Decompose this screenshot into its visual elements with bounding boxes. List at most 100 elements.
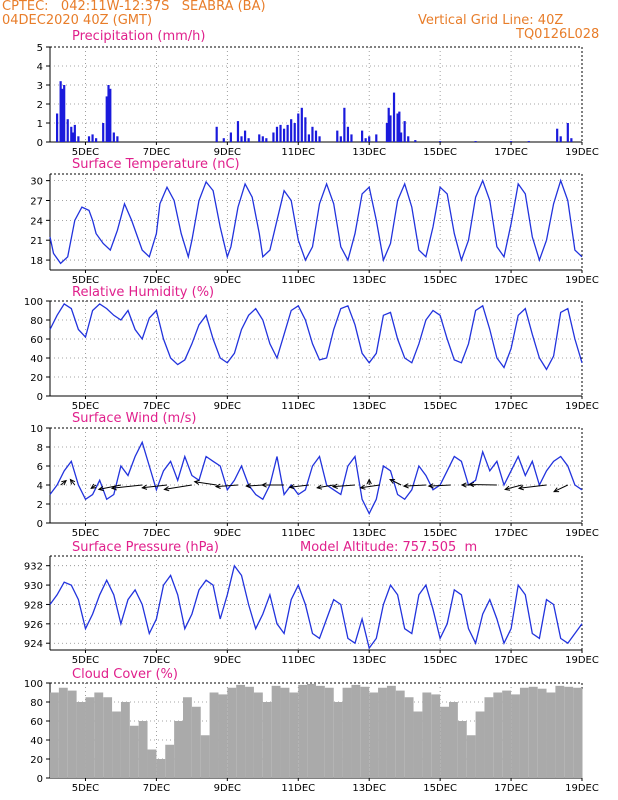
wind-x-tick-label: 17DEC	[494, 528, 528, 539]
wind-vector-head	[517, 485, 524, 491]
precip-bar	[243, 130, 247, 142]
precip-bar	[570, 138, 573, 142]
wind-vector-shaft	[332, 484, 356, 488]
cloud-cover-y-tick-label: 80	[30, 698, 43, 709]
wind-vector	[90, 483, 97, 489]
precip-bar	[474, 141, 477, 142]
wind-vector-head	[389, 478, 396, 484]
humidity-x-tick-label: 17DEC	[494, 401, 528, 412]
temperature-x-tick-label: 7DEC	[143, 275, 170, 286]
cloud-cover-bar	[333, 702, 343, 778]
cloud-cover-bar	[413, 711, 423, 778]
cloud-cover-bar	[342, 687, 352, 778]
wind-vector-shaft	[246, 484, 263, 487]
wind-vector-head	[288, 484, 295, 490]
wind-vector-head	[316, 484, 323, 490]
precip-bar	[77, 136, 80, 142]
cloud-cover-x-tick-label: 5DEC	[72, 783, 99, 794]
precip-bar	[229, 132, 232, 142]
cloud-cover-bar	[316, 685, 325, 778]
precip-bar	[318, 136, 321, 142]
wind-vector	[402, 483, 426, 489]
precip-bar	[346, 126, 350, 142]
cloud-cover-bar	[466, 735, 476, 778]
temperature-x-tick-label: 17DEC	[494, 275, 528, 286]
precip-x-tick-label: 9DEC	[214, 147, 241, 158]
wind-vector-shaft	[518, 484, 547, 489]
precip-x-tick-label: 7DEC	[143, 147, 170, 158]
wind-vector-shaft	[111, 484, 143, 489]
precip-y-tick-label: 0	[37, 138, 43, 149]
grid-note-header: Vertical Grid Line: 40Z	[418, 13, 564, 28]
cloud-cover-bar	[174, 721, 183, 778]
humidity-x-tick-label: 15DEC	[423, 401, 457, 412]
cloud-cover-y-tick-label: 60	[30, 717, 43, 728]
precip-bar	[73, 124, 76, 142]
precip-bar	[297, 113, 300, 142]
wind-vector	[110, 484, 143, 491]
wind-vector	[553, 484, 569, 493]
precip-bar	[222, 138, 225, 142]
precip-bar	[247, 138, 250, 142]
pressure-y-tick-label: 924	[24, 639, 43, 650]
cloud-cover-x-tick-label: 19DEC	[565, 783, 599, 794]
wind-vector-head	[97, 485, 104, 492]
cloud-cover-bar	[511, 694, 520, 778]
wind-vector	[163, 484, 192, 492]
pressure-x-tick-label: 9DEC	[214, 655, 241, 666]
wind-vector	[260, 482, 285, 488]
wind-vector-head	[402, 483, 409, 489]
wind-vector-shaft	[289, 484, 309, 488]
wind-vector-head	[260, 482, 267, 488]
wind-vector	[288, 484, 309, 490]
pressure-series-line	[49, 564, 583, 650]
precip-bar	[107, 85, 110, 142]
cloud-cover-bar	[386, 685, 396, 778]
wind-vector-shaft	[215, 484, 239, 488]
wind-vector-head	[245, 483, 252, 489]
cloud-cover-bar	[67, 690, 77, 778]
cloud-cover-bar	[289, 692, 299, 778]
wind-x-tick-label: 7DEC	[143, 528, 170, 539]
cloud-cover-title: Cloud Cover (%)	[72, 667, 178, 682]
cloud-cover-bar	[156, 759, 166, 778]
precip-bar	[91, 134, 94, 142]
cloud-cover-bar	[298, 684, 308, 778]
precip-bar	[282, 128, 286, 142]
cloud-cover-bar	[50, 692, 59, 778]
precip-bar	[343, 107, 346, 142]
cloud-cover-bar	[378, 687, 387, 778]
precip-bar	[439, 141, 442, 142]
precip-bar	[311, 126, 314, 142]
humidity-y-tick-label: 60	[30, 335, 43, 346]
pressure-x-tick-label: 19DEC	[565, 655, 599, 666]
precip-bar	[307, 134, 311, 142]
cloud-cover-bar	[245, 686, 254, 778]
cloud-cover-panel: 5DEC 7DEC 9DEC 11DEC 13DEC 15DEC 17DEC 19DEC 0 20…	[24, 679, 599, 794]
pressure-panel: 5DEC 7DEC 9DEC 11DEC 13DEC 15DEC 17DEC 19DEC 924…	[24, 555, 599, 666]
wind-vector-shaft	[553, 484, 569, 493]
wind-vector-head	[61, 479, 67, 486]
humidity-x-tick-label: 7DEC	[143, 401, 170, 412]
precip-bar	[350, 134, 353, 142]
wind-frame	[49, 427, 583, 524]
pressure-y-tick-label: 932	[24, 562, 43, 573]
precip-bar	[286, 124, 289, 142]
precip-bar	[509, 141, 513, 142]
precip-bar	[116, 136, 119, 142]
cloud-cover-bar	[528, 686, 538, 778]
precip-x-tick-label: 15DEC	[423, 147, 457, 158]
precip-bar	[336, 130, 339, 142]
cloud-cover-bar	[493, 692, 503, 778]
cloud-cover-y-tick-label: 40	[30, 736, 43, 747]
cloud-cover-bar	[555, 685, 565, 778]
wind-vector-shaft	[389, 479, 402, 486]
wind-x-tick-label: 11DEC	[281, 528, 315, 539]
wind-x-tick-label: 5DEC	[72, 528, 99, 539]
humidity-x-tick-label: 13DEC	[352, 401, 386, 412]
wind-vector	[69, 478, 76, 486]
wind-vector	[214, 483, 239, 489]
wind-x-tick-label: 9DEC	[214, 528, 241, 539]
wind-vector-head	[110, 485, 117, 491]
cloud-cover-bar	[360, 686, 370, 778]
